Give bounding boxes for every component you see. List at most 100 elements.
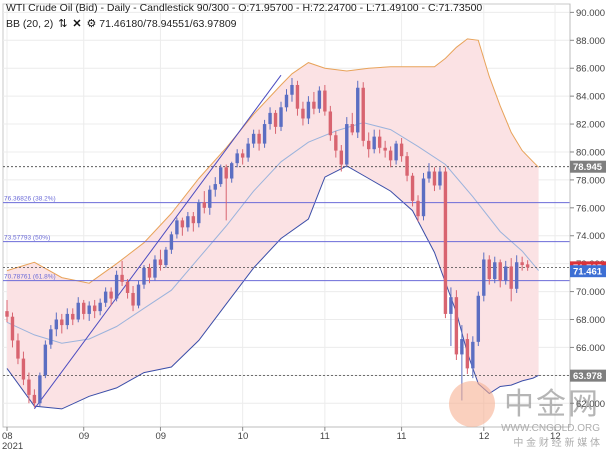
watermark-tagline: 中 金 财 经 新 媒 体: [513, 438, 600, 449]
candle-body: [71, 313, 75, 320]
candle-body: [438, 171, 442, 186]
candle-body: [421, 178, 426, 217]
watermark: 中金网 WWW.CNGOLD.ORG 中 金 财 经 新 媒 体: [449, 379, 600, 449]
x-tick-label: 12: [550, 431, 561, 442]
y-tick-label: 90.000: [576, 8, 605, 19]
bollinger-band-fill: [7, 38, 539, 409]
candle-body: [301, 108, 305, 119]
candle-body: [356, 87, 360, 133]
candle-body: [197, 202, 201, 224]
candle-body: [131, 292, 135, 306]
candle-body: [328, 111, 333, 136]
candle-body: [388, 150, 393, 161]
candle-body: [449, 297, 453, 314]
indicator-values: 71.46180/78.94551/63.97809: [99, 18, 237, 30]
candle-body: [147, 267, 152, 278]
candle-body: [334, 135, 338, 151]
x-tick-label: 12: [479, 431, 490, 442]
y-tick-label: 66.000: [576, 343, 605, 354]
y-tick-label: 82.000: [576, 120, 605, 131]
candle-body: [38, 375, 42, 404]
candle-body: [175, 220, 179, 235]
candle-body: [416, 200, 420, 217]
candle-body: [284, 94, 289, 108]
x-year-label: 2021: [2, 441, 23, 452]
candle-body: [186, 216, 190, 228]
candle-body: [476, 295, 481, 342]
indicator-label: BB (20, 2): [6, 18, 54, 30]
price-tag-label: 71.461: [573, 267, 603, 278]
candle-body: [487, 259, 491, 280]
candle-body: [169, 234, 174, 250]
candle-body: [82, 302, 86, 314]
x-tick-label: 11: [397, 431, 407, 442]
candle-body: [213, 184, 217, 190]
candle-body: [350, 124, 354, 133]
close-icon[interactable]: ✕: [72, 18, 82, 30]
candle-body: [224, 167, 228, 179]
ohlc-readout: 90/300 - O:71.95700 - H:72.24700 - L:71.…: [196, 2, 483, 14]
candle-body: [432, 171, 437, 186]
candle-body: [312, 101, 316, 109]
price-tag-label: 63.978: [573, 371, 602, 382]
bollinger-upper-line: [6, 38, 539, 284]
x-tick-label: 10: [238, 431, 249, 442]
price-tag-box: [570, 265, 606, 278]
candle-body: [482, 259, 486, 296]
candle-body: [339, 150, 344, 165]
candle-body: [142, 267, 146, 285]
candle-body: [410, 175, 415, 201]
candle-body: [394, 143, 398, 161]
candle-body: [498, 262, 502, 281]
candle-body: [454, 297, 459, 355]
candle-body: [21, 358, 26, 380]
candle-body: [290, 84, 294, 95]
candle-body: [295, 84, 300, 109]
candle-body: [361, 87, 365, 141]
fib-level-label: 70.78761 (61.8%): [4, 274, 56, 281]
candle-body: [60, 319, 64, 326]
chart-header-line2: BB (20, 2) ⇅ ✕ ⚙ 71.46180/78.94551/63.97…: [6, 17, 237, 30]
candle-body: [268, 112, 272, 125]
watermark-url: WWW.CNGOLD.ORG: [501, 423, 600, 434]
chevrons-icon[interactable]: ⇅: [58, 18, 68, 30]
candle-body: [323, 90, 327, 112]
candle-body: [27, 379, 31, 395]
instrument-title: WTI Crude Oil (Bid) - Daily - Candlestic…: [6, 2, 194, 14]
candle-body: [367, 140, 371, 150]
candle-body: [460, 339, 464, 355]
candle-body: [262, 124, 267, 144]
candle-body: [504, 266, 508, 281]
candle-body: [377, 136, 382, 148]
candle-body: [98, 302, 102, 312]
watermark-logo-icon: [449, 381, 496, 427]
gear-icon[interactable]: ⚙: [86, 18, 97, 30]
candle-body: [405, 156, 409, 176]
candle-body: [246, 143, 250, 158]
candle-body: [125, 281, 130, 293]
candle-body: [164, 249, 168, 266]
y-tick-label: 80.000: [576, 147, 605, 158]
x-tick-label: 09: [79, 431, 90, 442]
y-tick-label: 76.000: [576, 203, 605, 214]
candle-body: [514, 262, 519, 289]
candle-body: [427, 171, 431, 179]
candle-body: [109, 291, 113, 299]
y-tick-label: 70.000: [576, 287, 605, 298]
y-tick-label: 68.000: [576, 315, 605, 326]
chart-header-line1: WTI Crude Oil (Bid) - Daily - Candlestic…: [6, 2, 482, 14]
candle-body: [153, 259, 157, 278]
y-tick-label: 74.000: [576, 231, 605, 242]
candle-body: [10, 316, 15, 341]
candle-body: [49, 329, 53, 345]
candle-body: [471, 341, 475, 369]
candle-body: [43, 344, 48, 376]
candle-body: [87, 305, 91, 314]
price-tag-box: [570, 369, 606, 382]
y-tick-label: 62.000: [576, 399, 605, 410]
candle-body: [202, 202, 206, 208]
candle-body: [5, 311, 9, 317]
candle-body: [229, 163, 234, 179]
candle-body: [158, 259, 163, 266]
